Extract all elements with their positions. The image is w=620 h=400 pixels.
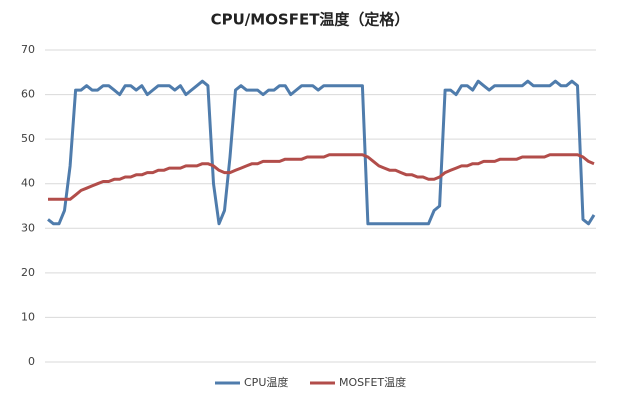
y-tick-label: 10 (21, 310, 35, 323)
y-tick-label: 50 (21, 132, 35, 145)
series-line (47, 79, 596, 226)
legend-label: MOSFET温度 (339, 375, 406, 389)
y-tick-label: 40 (21, 177, 35, 190)
series-line (48, 153, 595, 201)
y-tick-label: 20 (21, 266, 35, 279)
y-tick-label: 70 (21, 43, 35, 56)
legend-label: CPU温度 (244, 375, 288, 389)
y-tick-label: 30 (21, 221, 35, 234)
y-tick-label: 0 (28, 355, 35, 368)
y-tick-label: 60 (21, 88, 35, 101)
chart-title: CPU/MOSFET温度（定格） (211, 11, 410, 29)
